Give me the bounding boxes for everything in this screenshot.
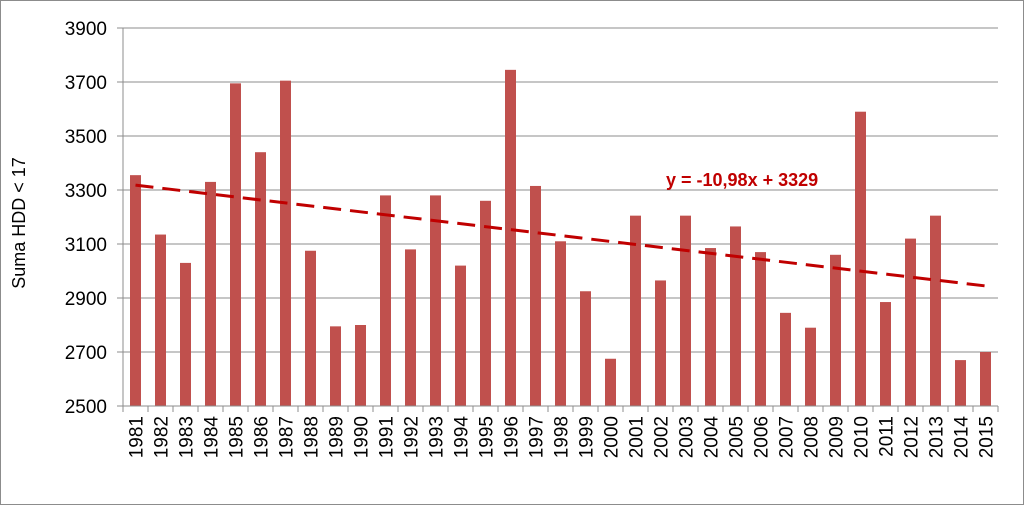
trendline-line xyxy=(135,183,986,288)
x-tick-label: 2010 xyxy=(852,416,873,458)
bar-1982 xyxy=(155,234,166,406)
bar-2013 xyxy=(930,215,941,406)
y-tick-label: 2500 xyxy=(65,397,107,418)
bar-1993 xyxy=(430,195,441,406)
x-tick-label: 2009 xyxy=(827,416,848,458)
x-tick-label: 1989 xyxy=(327,416,348,458)
y-tick-label: 2700 xyxy=(65,343,107,364)
bar-2005 xyxy=(730,226,741,406)
bar-1989 xyxy=(330,326,341,406)
x-tick-label: 2005 xyxy=(727,416,748,458)
x-tick-label: 2015 xyxy=(977,416,998,458)
bar-1995 xyxy=(480,200,491,406)
bar-2011 xyxy=(880,302,891,406)
bar-2014 xyxy=(955,360,966,406)
x-tick-label: 1990 xyxy=(352,416,373,458)
bar-1983 xyxy=(180,262,191,406)
y-tick-label: 3300 xyxy=(65,181,107,202)
x-tick-label: 2012 xyxy=(902,416,923,458)
bar-2000 xyxy=(605,358,616,406)
bar-2007 xyxy=(780,312,791,406)
x-tick-label: 1997 xyxy=(527,416,548,458)
y-tick-label: 3500 xyxy=(65,127,107,148)
y-tick-label: 3900 xyxy=(65,19,107,40)
x-tick-label: 2001 xyxy=(627,416,648,458)
bar-2009 xyxy=(830,254,841,406)
y-tick-label: 3700 xyxy=(65,73,107,94)
bar-2006 xyxy=(755,252,766,406)
bar-1986 xyxy=(255,152,266,406)
trendline xyxy=(135,183,986,288)
bar-1984 xyxy=(205,181,216,406)
x-tick-label: 2007 xyxy=(777,416,798,458)
bar-1997 xyxy=(530,185,541,406)
x-tick-label: 1982 xyxy=(152,416,173,458)
x-tick-label: 2008 xyxy=(802,416,823,458)
x-tick-label: 1985 xyxy=(227,416,248,458)
x-tick-label: 1988 xyxy=(302,416,323,458)
bar-1998 xyxy=(555,241,566,406)
bar-1994 xyxy=(455,265,466,406)
x-tick-label: 1984 xyxy=(202,416,223,459)
x-tick-label: 1992 xyxy=(402,416,423,458)
x-tick-label: 1987 xyxy=(277,416,298,458)
bar-1988 xyxy=(305,250,316,406)
x-tick-label: 1981 xyxy=(127,416,148,458)
x-tick-label: 1993 xyxy=(427,416,448,458)
x-tick-label: 1998 xyxy=(552,416,573,458)
x-tick-label: 2000 xyxy=(602,416,623,458)
y-axis-title: Suma HDD < 17 xyxy=(9,157,29,289)
x-tick-label: 2004 xyxy=(702,416,723,459)
x-tick-label: 2014 xyxy=(952,416,973,459)
bar-1996 xyxy=(505,69,516,406)
bar-1991 xyxy=(380,195,391,406)
x-tick-label: 2011 xyxy=(877,416,898,457)
bar-2001 xyxy=(630,215,641,406)
x-tick-label: 1994 xyxy=(452,416,473,459)
y-tick-label: 2900 xyxy=(65,289,107,310)
y-tick-label: 3100 xyxy=(65,235,107,256)
bar-2008 xyxy=(805,327,816,406)
x-tick-label: 2002 xyxy=(652,416,673,458)
bar-2002 xyxy=(655,280,666,406)
x-tick-label: 1983 xyxy=(177,416,198,458)
x-tick-label: 1986 xyxy=(252,416,273,458)
bars xyxy=(130,69,991,407)
bar-2012 xyxy=(905,238,916,406)
trendline-label: y = -10,98x + 3329 xyxy=(666,170,818,190)
x-tick-label: 2003 xyxy=(677,416,698,458)
bar-2004 xyxy=(705,248,716,406)
bar-1985 xyxy=(230,83,241,406)
bar-1987 xyxy=(280,80,291,407)
bar-1981 xyxy=(130,175,141,406)
bar-2003 xyxy=(680,215,691,406)
x-tick-label: 1999 xyxy=(577,416,598,458)
x-tick-label: 2006 xyxy=(752,416,773,458)
bar-2010 xyxy=(855,111,866,406)
bar-2015 xyxy=(980,352,991,406)
bar-1990 xyxy=(355,325,366,406)
bar-1992 xyxy=(405,249,416,406)
x-tick-label: 1991 xyxy=(377,416,398,458)
x-tick-label: 1995 xyxy=(477,416,498,458)
bar-1999 xyxy=(580,291,591,406)
x-tick-label: 1996 xyxy=(502,416,523,458)
x-tick-label: 2013 xyxy=(927,416,948,458)
axes: 2500 2700 2900 3100 3300 3500 3700 3900 1981 1982… xyxy=(65,19,999,459)
